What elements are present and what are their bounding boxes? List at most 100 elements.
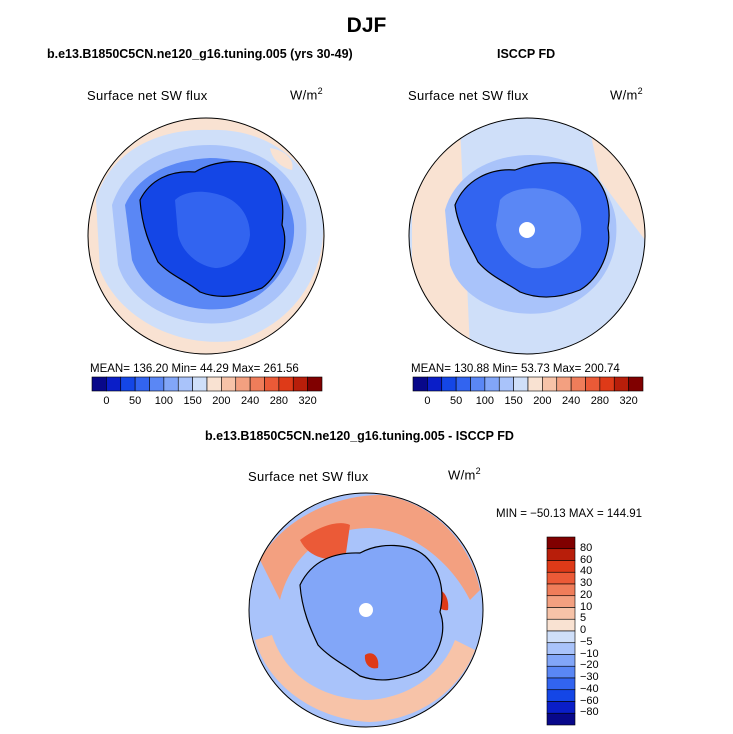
colorbar-swatch bbox=[546, 618, 576, 632]
colorbar-swatch bbox=[498, 376, 514, 392]
colorbar-swatch bbox=[527, 376, 543, 392]
panel-3-field-warm-outer bbox=[255, 635, 475, 722]
colorbar-tick-label: −80 bbox=[580, 706, 599, 719]
panel-2-field-warm-left bbox=[412, 125, 470, 350]
panel-3-units: W/m2 bbox=[448, 466, 481, 483]
colorbar-tick-label: 10 bbox=[580, 600, 593, 613]
colorbar-swatch bbox=[546, 712, 576, 726]
colorbar-tick-label: 320 bbox=[619, 395, 638, 407]
colorbar-tick-label: 200 bbox=[212, 395, 231, 407]
colorbar-swatch bbox=[546, 665, 576, 679]
colorbar-swatch bbox=[264, 376, 280, 392]
colorbar-swatch bbox=[120, 376, 136, 392]
panel-2-stats: MEAN= 130.88 Min= 53.73 Max= 200.74 bbox=[411, 363, 620, 375]
colorbar-tick-label: −5 bbox=[580, 635, 593, 648]
colorbar-tick-label: −30 bbox=[580, 671, 599, 683]
colorbar-swatch bbox=[235, 376, 251, 392]
panel-1-title: b.e13.B1850C5CN.ne120_g16.tuning.005 (yr… bbox=[47, 47, 353, 61]
colorbar-swatch bbox=[546, 583, 576, 597]
colorbar-swatch bbox=[206, 376, 222, 392]
colorbar-swatch bbox=[542, 376, 558, 392]
panel-1-colorbar bbox=[91, 376, 323, 392]
panel-3-field-hot-patch-3 bbox=[364, 653, 379, 669]
colorbar-swatch bbox=[441, 376, 457, 392]
colorbar-swatch bbox=[91, 376, 107, 392]
panel-2-field-warm-right bbox=[590, 130, 645, 240]
colorbar-swatch bbox=[249, 376, 265, 392]
colorbar-swatch bbox=[613, 376, 629, 392]
colorbar-swatch bbox=[585, 376, 601, 392]
colorbar-tick-label: 5 bbox=[580, 612, 587, 625]
colorbar-tick-label: 50 bbox=[450, 395, 463, 407]
panel-3-title: b.e13.B1850C5CN.ne120_g16.tuning.005 - I… bbox=[205, 429, 514, 443]
colorbar-tick-label: 100 bbox=[154, 395, 174, 407]
colorbar-tick-label: −40 bbox=[580, 682, 599, 695]
colorbar-tick-label: 240 bbox=[561, 395, 581, 407]
colorbar-tick-label: 30 bbox=[580, 577, 593, 589]
panel-2-title: ISCCP FD bbox=[497, 47, 556, 61]
colorbar-swatch bbox=[427, 376, 443, 392]
panel-3-variable-label: Surface net SW flux bbox=[248, 469, 369, 484]
panel-2-field-interior bbox=[496, 188, 582, 269]
panel-1-field-patch bbox=[270, 148, 293, 170]
colorbar-swatch bbox=[163, 376, 179, 392]
colorbar-tick-label: 200 bbox=[533, 395, 552, 407]
colorbar-swatch bbox=[546, 560, 576, 573]
colorbar-swatch bbox=[149, 376, 165, 392]
colorbar-swatch bbox=[599, 376, 615, 392]
colorbar-swatch bbox=[546, 607, 576, 620]
panel-2-pole-hole bbox=[519, 222, 535, 238]
colorbar-swatch bbox=[470, 376, 486, 392]
panel-1-variable-label: Surface net SW flux bbox=[87, 88, 208, 103]
panel-3-field-hot-patch bbox=[300, 523, 350, 560]
colorbar-swatch bbox=[546, 689, 576, 702]
colorbar-swatch bbox=[134, 376, 150, 392]
colorbar-tick-label: 60 bbox=[580, 553, 593, 566]
panel-3-pole-hole bbox=[359, 603, 373, 617]
colorbar-swatch bbox=[484, 376, 500, 392]
panel-2-colorbar bbox=[412, 376, 644, 392]
colorbar-swatch bbox=[546, 630, 576, 644]
colorbar-swatch bbox=[546, 677, 576, 691]
colorbar-swatch bbox=[455, 376, 471, 392]
colorbar-swatch bbox=[546, 536, 576, 550]
colorbar-swatch bbox=[546, 654, 576, 667]
colorbar-swatch bbox=[570, 376, 586, 392]
panel-3-field-warm-ring bbox=[260, 495, 480, 600]
colorbar-tick-label: 280 bbox=[590, 395, 610, 407]
colorbar-swatch bbox=[513, 376, 529, 392]
colorbar-tick-label: 100 bbox=[475, 395, 495, 407]
panel-3-colorbar-ticks: 80 60 40 30 20 10 5 0 −5 −10 −20 −30 −40 −60 −80 bbox=[580, 537, 620, 725]
panel-3-stats: MIN = −50.13 MAX = 144.91 bbox=[496, 508, 643, 520]
colorbar-swatch bbox=[546, 595, 576, 608]
colorbar-tick-label: −10 bbox=[580, 647, 599, 660]
panel-3-map-border bbox=[248, 492, 484, 728]
colorbar-swatch bbox=[546, 571, 576, 585]
panel-2-colorbar-ticks: 0 50 100 150 200 240 280 320 bbox=[413, 395, 643, 409]
panel-1-map-border bbox=[87, 117, 325, 355]
colorbar-swatch bbox=[412, 376, 428, 392]
panel-2-variable-label: Surface net SW flux bbox=[408, 88, 529, 103]
colorbar-swatch bbox=[278, 376, 294, 392]
colorbar-tick-label: 320 bbox=[298, 395, 317, 407]
colorbar-tick-label: 280 bbox=[269, 395, 289, 407]
panel-2-units: W/m2 bbox=[610, 86, 643, 103]
colorbar-tick-label: 240 bbox=[240, 395, 260, 407]
panel-1-colorbar-ticks: 0 50 100 150 200 240 280 320 bbox=[92, 395, 322, 409]
figure-title: DJF bbox=[346, 14, 387, 37]
colorbar-swatch bbox=[556, 376, 572, 392]
colorbar-swatch bbox=[546, 701, 576, 714]
colorbar-swatch bbox=[628, 376, 644, 392]
colorbar-swatch bbox=[546, 642, 576, 655]
colorbar-swatch bbox=[546, 548, 576, 561]
colorbar-tick-label: −60 bbox=[580, 694, 599, 707]
colorbar-tick-label: 0 bbox=[424, 395, 431, 407]
colorbar-tick-label: 80 bbox=[580, 541, 593, 554]
colorbar-tick-label: 40 bbox=[580, 565, 593, 578]
colorbar-tick-label: 150 bbox=[183, 395, 202, 407]
colorbar-swatch bbox=[177, 376, 193, 392]
colorbar-tick-label: 20 bbox=[580, 588, 593, 601]
colorbar-tick-label: 50 bbox=[129, 395, 142, 407]
colorbar-swatch bbox=[221, 376, 237, 392]
